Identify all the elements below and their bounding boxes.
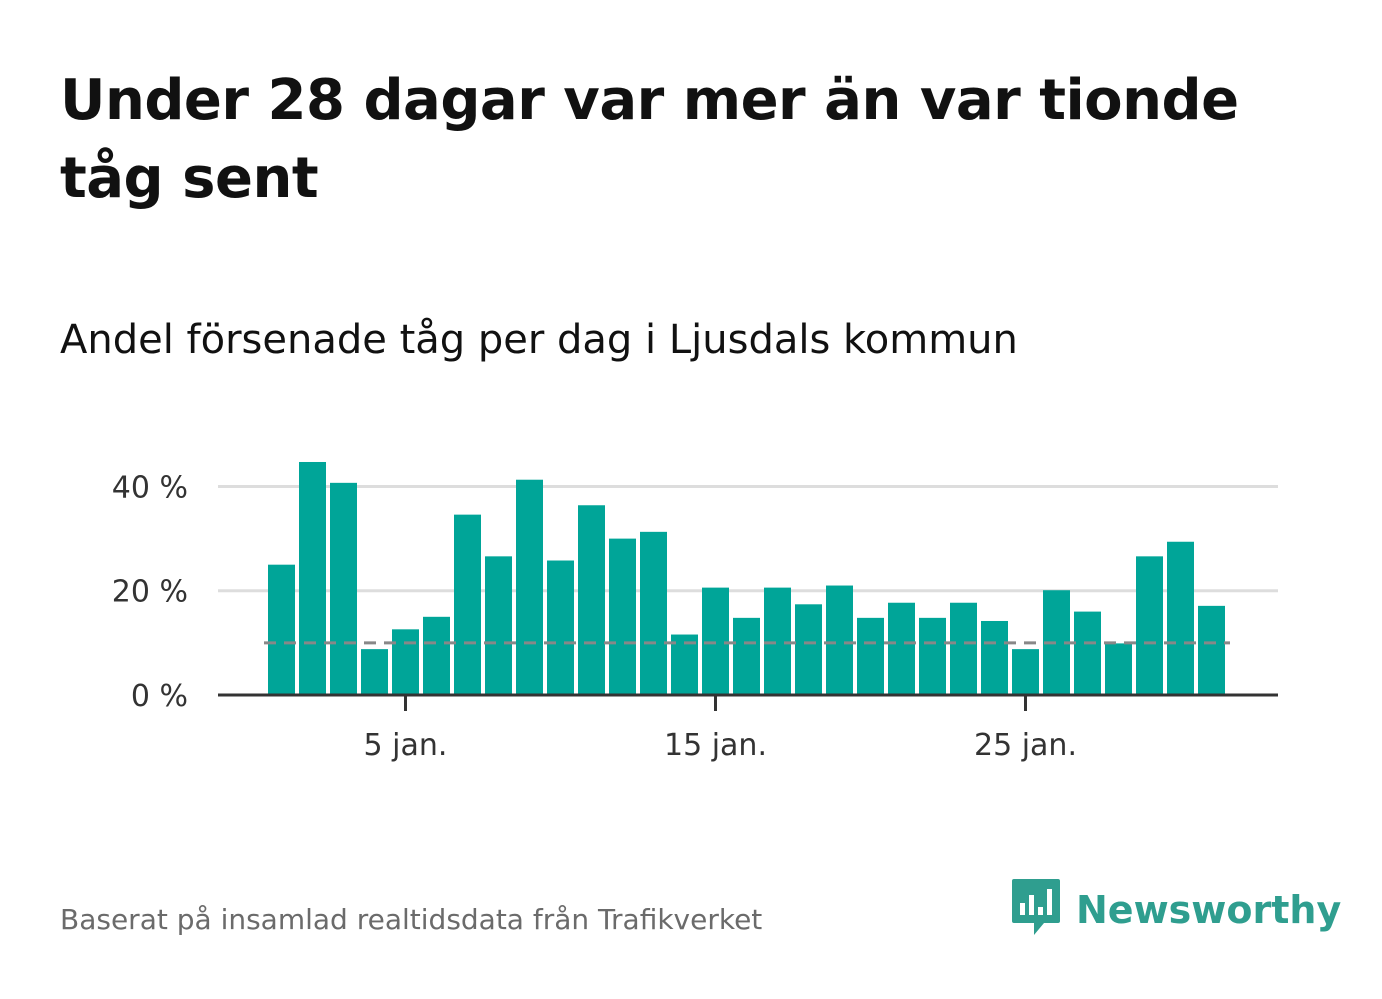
axes [218, 693, 1278, 711]
bar-day-10 [547, 560, 574, 695]
x-tick-label-2: 25 jan. [974, 728, 1077, 763]
x-tick-label-0: 5 jan. [364, 728, 448, 763]
bar-day-13 [640, 531, 667, 695]
bar-day-27 [1074, 611, 1101, 695]
tick-labels: 0 % 20 % 40 % 5 jan. 15 jan. 25 jan. [112, 470, 1077, 763]
source-note: Baserat på insamlad realtidsdata från Tr… [60, 903, 763, 936]
bar-day-3 [330, 482, 357, 695]
bar-day-21 [888, 602, 915, 695]
grid-lines [218, 484, 1278, 593]
chart-subtitle: Andel försenade tåg per dag i Ljusdals k… [60, 317, 1018, 363]
bar-day-23 [950, 602, 977, 695]
bar-day-20 [857, 617, 884, 695]
bar-chart: 0 % 20 % 40 % 5 jan. 15 jan. 25 jan. [112, 461, 1278, 763]
x-tick-label-1: 15 jan. [664, 728, 767, 763]
bar-day-30 [1167, 541, 1194, 695]
bar-day-17 [764, 587, 791, 695]
bar-day-14 [671, 634, 698, 695]
bar-day-12 [609, 538, 636, 695]
bar-day-28 [1105, 643, 1132, 695]
y-tick-label-1: 20 % [112, 575, 188, 610]
bar-day-5 [392, 629, 419, 695]
y-tick-label-0: 0 % [131, 679, 188, 714]
bar-day-22 [919, 617, 946, 695]
bar-day-24 [981, 620, 1008, 695]
bar-day-31 [1198, 605, 1225, 695]
bar-day-19 [826, 585, 853, 695]
brand-name: Newsworthy [1076, 888, 1342, 932]
bar-day-8 [485, 556, 512, 695]
bar-day-1 [268, 564, 295, 695]
bar-day-11 [578, 505, 605, 695]
bar-day-9 [516, 479, 543, 695]
bar-day-2 [299, 461, 326, 695]
bar-day-16 [733, 617, 760, 695]
bar-day-6 [423, 616, 450, 695]
bar-day-29 [1136, 556, 1163, 695]
brand-logo: Newsworthy [1010, 878, 1341, 942]
bar-day-18 [795, 604, 822, 695]
bar-day-4 [361, 649, 388, 695]
bar-day-25 [1012, 649, 1039, 695]
newsworthy-chart-bubble-icon [1010, 877, 1062, 943]
y-tick-label-2: 40 % [112, 470, 188, 505]
bar-day-7 [454, 514, 481, 695]
bar-day-15 [702, 587, 729, 695]
bars [268, 461, 1225, 695]
chart-title: Under 28 dagar var mer än var tionde tåg… [60, 68, 1239, 211]
